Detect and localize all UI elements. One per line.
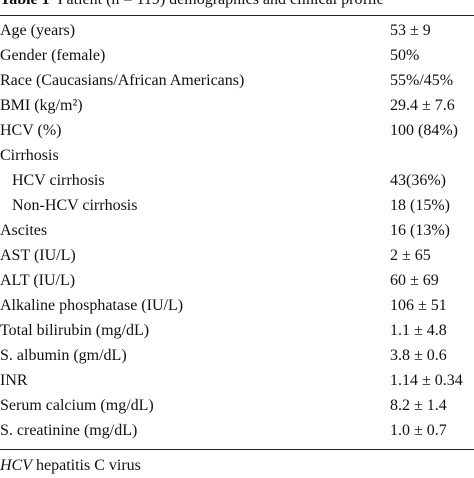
row-value: 8.2 ± 1.4 — [390, 397, 447, 414]
row-label: Age (years) — [0, 22, 76, 39]
row-value: 2 ± 65 — [390, 247, 431, 264]
row-label: Cirrhosis — [0, 147, 59, 164]
row-value: 106 ± 51 — [390, 297, 447, 314]
row-label: S. creatinine (mg/dL) — [0, 422, 138, 439]
row-label: Ascites — [0, 222, 48, 239]
row-label: HCV (%) — [0, 122, 62, 139]
row-value: 43(36%) — [390, 172, 446, 189]
row-value: 50% — [390, 47, 420, 64]
row-label: Serum calcium (mg/dL) — [0, 397, 154, 414]
row-value: 16 (13%) — [390, 222, 450, 239]
row-label: AST (IU/L) — [0, 247, 76, 264]
row-value: 100 (84%) — [390, 122, 458, 139]
row-label: Race (Caucasians/African Americans) — [0, 72, 245, 89]
table-title: Patient (n = 119) demographics and clini… — [58, 0, 384, 8]
row-label: BMI (kg/m²) — [0, 97, 83, 114]
row-label: Gender (female) — [0, 47, 106, 64]
row-value: 55%/45% — [390, 72, 454, 89]
bottom-rule — [0, 449, 474, 450]
top-rule — [0, 15, 474, 16]
row-value: 1.1 ± 4.8 — [390, 322, 447, 339]
row-label: S. albumin (gm/dL) — [0, 347, 127, 364]
row-value: 60 ± 69 — [390, 272, 439, 289]
row-label: Total bilirubin (mg/dL) — [0, 322, 150, 339]
row-value: 1.0 ± 0.7 — [390, 422, 447, 439]
footnote-abbr: HCV — [0, 457, 32, 474]
table-caption: Table 1 Patient (n = 119) demographics a… — [0, 0, 384, 9]
row-value: 18 (15%) — [390, 197, 450, 214]
row-value: 1.14 ± 0.34 — [390, 372, 463, 389]
row-label: ALT (IU/L) — [0, 272, 76, 289]
row-label: Alkaline phosphatase (IU/L) — [0, 297, 184, 314]
footnote-text: hepatitis C virus — [36, 457, 141, 474]
row-label: Non-HCV cirrhosis — [12, 197, 138, 214]
row-value: 29.4 ± 7.6 — [390, 97, 455, 114]
table-label: Table 1 — [0, 0, 50, 8]
row-value: 53 ± 9 — [390, 22, 431, 39]
row-value: 3.8 ± 0.6 — [390, 347, 447, 364]
footnote: HCV hepatitis C virus — [0, 457, 141, 475]
row-label: HCV cirrhosis — [12, 172, 105, 189]
row-label: INR — [0, 372, 28, 389]
